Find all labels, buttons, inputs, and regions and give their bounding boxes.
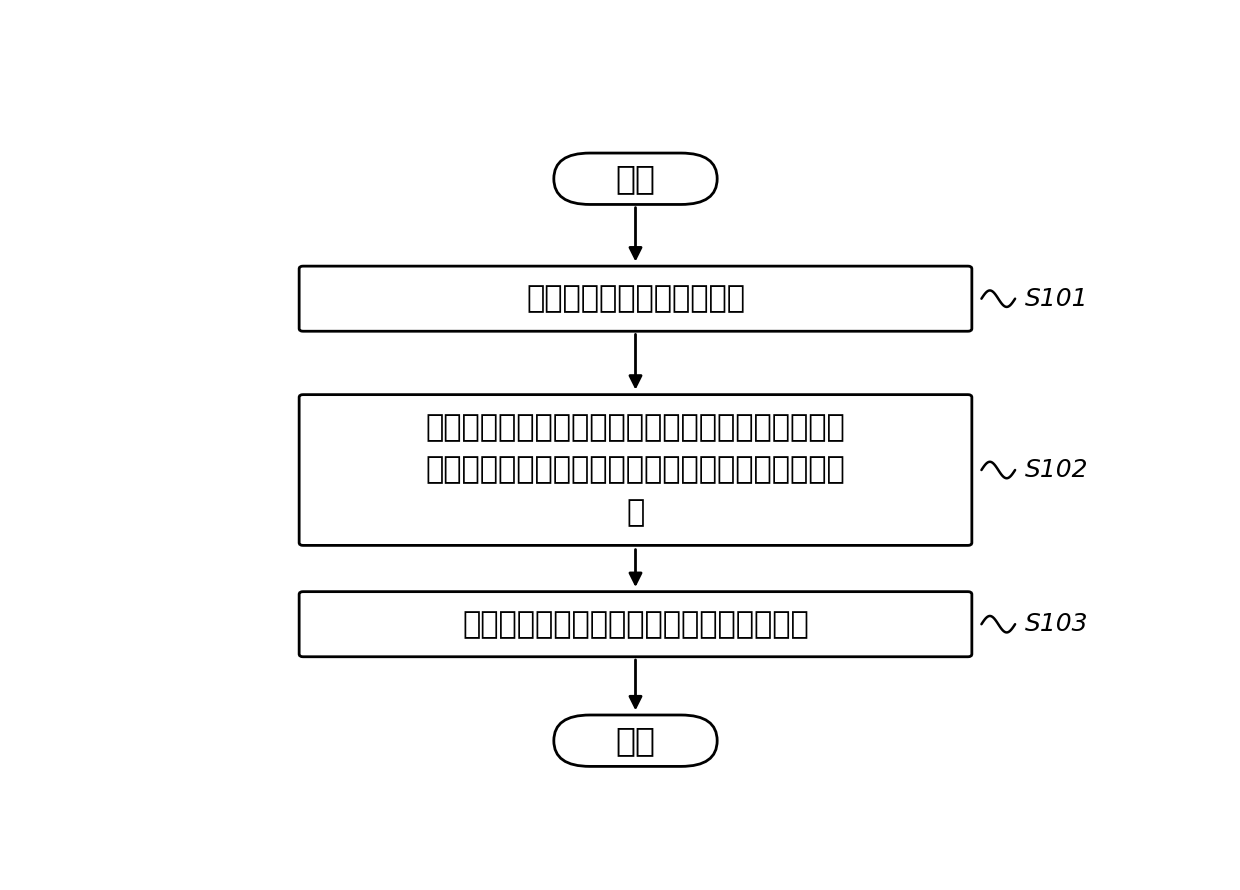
Text: 结束: 结束: [615, 724, 656, 757]
Text: S101: S101: [1024, 287, 1089, 311]
FancyBboxPatch shape: [299, 592, 972, 657]
Text: 将第一传输对象的数据写入第二传输对象，其中，第
二传输对象的内存大小与第一传输对象的数据大小一
致: 将第一传输对象的数据写入第二传输对象，其中，第 二传输对象的内存大小与第一传输对…: [425, 413, 846, 527]
FancyBboxPatch shape: [554, 153, 717, 205]
Text: 获取待传输的第一传输对象: 获取待传输的第一传输对象: [526, 284, 745, 313]
Text: 将第二传输对象的数据发送至其他终端设备: 将第二传输对象的数据发送至其他终端设备: [463, 610, 808, 639]
FancyBboxPatch shape: [299, 266, 972, 331]
FancyBboxPatch shape: [299, 394, 972, 546]
Text: S102: S102: [1024, 458, 1089, 482]
Text: S103: S103: [1024, 612, 1089, 636]
FancyBboxPatch shape: [554, 715, 717, 766]
Text: 开始: 开始: [615, 162, 656, 195]
